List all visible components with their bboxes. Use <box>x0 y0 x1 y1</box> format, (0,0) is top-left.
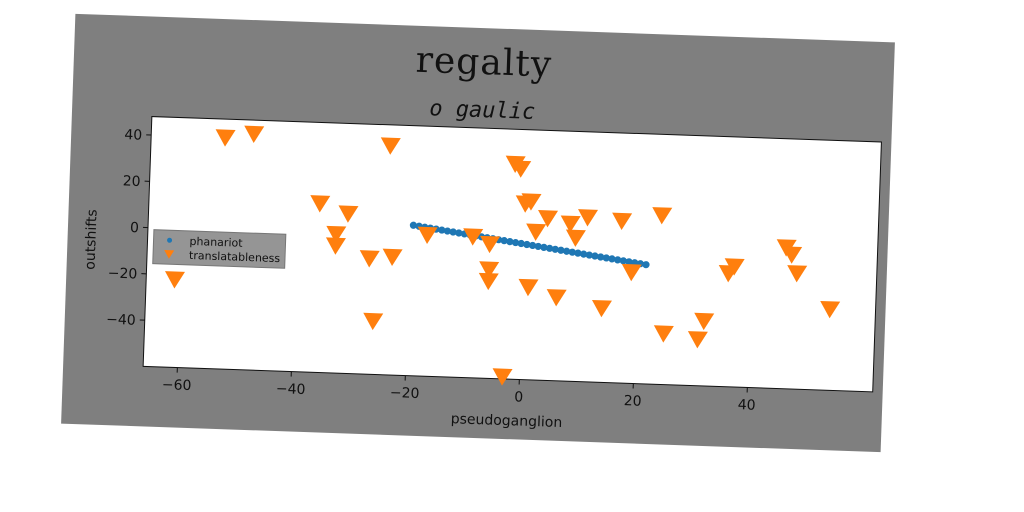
translatableness-point <box>478 272 499 291</box>
translatableness-point <box>164 271 185 289</box>
translatableness-point <box>653 325 674 343</box>
phanariot-point <box>511 238 520 247</box>
phanariot-point <box>534 242 542 251</box>
phanariot-point <box>619 257 627 265</box>
phanariot-point <box>614 256 622 264</box>
translatableness-point <box>591 299 612 318</box>
phanariot-point <box>602 254 610 262</box>
translatableness-point <box>326 225 347 244</box>
phanariot-point <box>409 221 418 229</box>
y-tick-label: 40 <box>124 127 142 144</box>
chart-figure: regalty o gaulic −60 −40 −20 0 20 40 40 20 0 −20−… <box>61 13 895 453</box>
phanariot-point <box>574 249 582 257</box>
phanariot-point <box>438 226 446 234</box>
y-tick-label: 20 <box>122 173 140 190</box>
legend-label-translatableness: translatableness <box>189 249 281 265</box>
translatableness-point <box>511 160 532 178</box>
legend-box <box>152 229 287 269</box>
phanariot-point <box>608 255 616 263</box>
translatableness-point <box>652 207 673 225</box>
translatableness-point <box>325 237 346 255</box>
translatableness-point <box>480 235 501 254</box>
phanariot-point <box>580 250 588 258</box>
translatableness-point <box>612 212 633 230</box>
translatableness-point <box>787 265 808 283</box>
translatableness-point <box>521 193 542 211</box>
chart-plot-svg: −60 −40 −20 0 20 40 40 20 0 −20 −40 pseudoganglion o… <box>82 116 882 431</box>
translatableness-point <box>215 129 236 147</box>
phanariot-point <box>528 241 537 250</box>
plot-area <box>142 116 882 393</box>
y-tick-label: −20 <box>108 266 138 283</box>
x-tick-label: −20 <box>390 385 420 402</box>
phanariot-point <box>500 237 508 245</box>
y-tick-label: −40 <box>106 312 136 329</box>
translatableness-point <box>694 312 715 331</box>
translatableness-point <box>518 278 539 297</box>
phanariot-point <box>568 248 576 256</box>
translatableness-point <box>382 248 403 266</box>
translatableness-point <box>492 368 513 386</box>
phanariot-point <box>642 261 650 269</box>
phanariot-point <box>562 247 571 255</box>
translatableness-point <box>546 289 567 307</box>
phanariot-point <box>551 245 559 253</box>
x-tick-label: 40 <box>737 397 755 414</box>
translatableness-point <box>417 226 438 245</box>
phanariot-point <box>517 239 525 248</box>
phanariot-point <box>557 246 565 254</box>
x-tick-label: 20 <box>623 393 641 410</box>
translatableness-point <box>621 263 642 282</box>
legend-label-phanariot: phanariot <box>189 235 243 250</box>
translatableness-point <box>363 312 384 331</box>
x-tick-label: 0 <box>514 389 523 405</box>
phanariot-point <box>506 238 514 246</box>
y-tick-label: 0 <box>130 220 139 236</box>
phanariot-point <box>443 227 452 235</box>
translatableness-point <box>820 300 841 319</box>
legend-marker-translatableness <box>164 250 175 259</box>
translatableness-point <box>560 215 581 233</box>
translatableness-point <box>724 258 745 276</box>
phanariot-point <box>585 251 593 259</box>
translatableness-point <box>244 125 265 144</box>
phanariot-point <box>455 229 463 237</box>
phanariot-point <box>597 253 605 261</box>
translatableness-point <box>687 331 708 349</box>
phanariot-point <box>449 228 457 236</box>
legend-marker-phanariot <box>167 237 173 243</box>
translatableness-point <box>310 195 331 213</box>
phanariot-point <box>625 258 633 266</box>
translatableness-point <box>578 209 599 227</box>
translatableness-point <box>782 246 803 264</box>
translatableness-point <box>565 229 586 247</box>
translatableness-point <box>538 210 559 228</box>
phanariot-point <box>591 252 599 260</box>
x-axis-label: pseudoganglion <box>450 411 562 431</box>
phanariot-point <box>545 244 554 252</box>
translatableness-point <box>479 261 500 279</box>
x-tick-label: −40 <box>276 381 306 398</box>
x-tick-label: −60 <box>162 377 192 394</box>
translatableness-point <box>380 137 401 155</box>
translatableness-point <box>526 223 547 241</box>
translatableness-point <box>463 228 484 246</box>
phanariot-point <box>523 240 531 249</box>
translatableness-point <box>338 205 359 223</box>
translatableness-point <box>359 250 380 268</box>
phanariot-point <box>540 243 548 251</box>
y-axis-label: outshifts <box>82 209 100 270</box>
